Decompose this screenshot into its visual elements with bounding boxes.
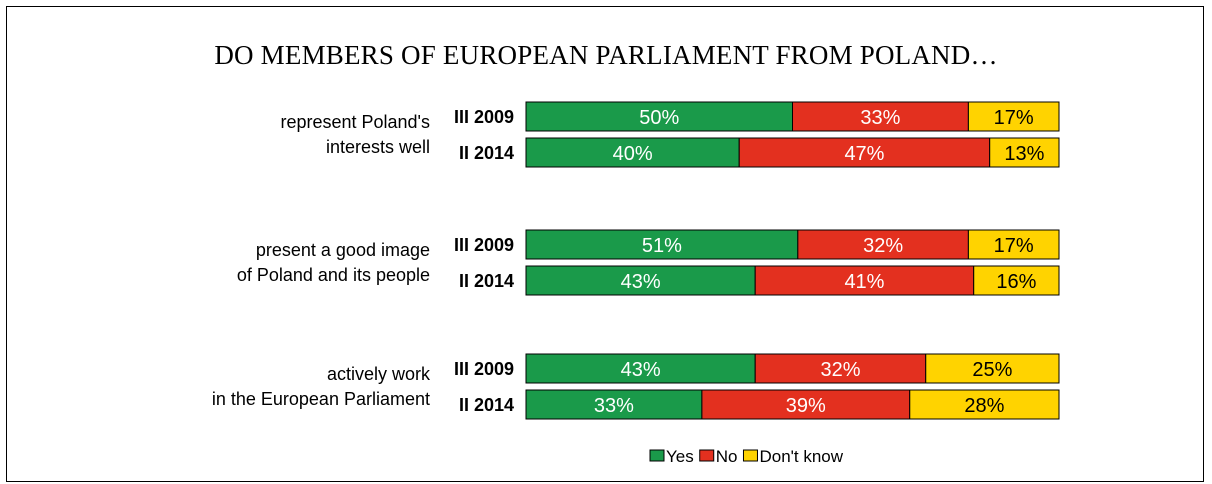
bar-segment-yes	[525, 137, 740, 168]
data-label: 28%	[964, 395, 1004, 417]
data-label: 39%	[786, 395, 826, 417]
bar-segment-don-t-know	[973, 265, 1060, 296]
bar-segment-no	[754, 353, 927, 384]
legend-label: Don't know	[759, 447, 843, 466]
bar-segment-no	[792, 101, 969, 132]
data-label: 25%	[972, 359, 1012, 381]
wave-label: II 2014	[459, 271, 514, 291]
bar-segment-don-t-know	[989, 137, 1060, 168]
bar-segment-yes	[525, 353, 756, 384]
bar-segment-yes	[525, 101, 793, 132]
bar-segment-no	[797, 229, 969, 260]
bar-segment-yes	[525, 229, 799, 260]
bar-segment-no	[701, 389, 911, 420]
data-label: 32%	[820, 359, 860, 381]
data-label: 13%	[1004, 143, 1044, 165]
data-label: 17%	[994, 107, 1034, 129]
legend-label: No	[716, 447, 738, 466]
legend-label: Yes	[666, 447, 694, 466]
category-label: represent Poland's interests well	[280, 112, 430, 157]
wave-label: III 2009	[454, 107, 514, 127]
data-label: 33%	[860, 107, 900, 129]
data-label: 43%	[621, 271, 661, 293]
data-label: 51%	[642, 235, 682, 257]
category-label: actively work in the European Parliament	[212, 364, 431, 409]
data-label: 41%	[844, 271, 884, 293]
bar-segment-yes	[525, 265, 756, 296]
data-label: 33%	[594, 395, 634, 417]
bar-segment-don-t-know	[925, 353, 1060, 384]
legend-swatch	[699, 449, 715, 462]
bar-segment-don-t-know	[909, 389, 1060, 420]
data-label: 16%	[996, 271, 1036, 293]
bar-segment-don-t-know	[967, 101, 1060, 132]
wave-label: III 2009	[454, 235, 514, 255]
data-label: 43%	[621, 359, 661, 381]
bar-segment-no	[754, 265, 975, 296]
bar-segment-don-t-know	[967, 229, 1060, 260]
legend-swatch	[649, 449, 665, 462]
category-label: present a good image of Poland and its pe…	[237, 240, 430, 285]
wave-label: II 2014	[459, 395, 514, 415]
wave-label: III 2009	[454, 359, 514, 379]
data-label: 17%	[994, 235, 1034, 257]
legend-swatch	[742, 449, 758, 462]
chart-title: DO MEMBERS OF EUROPEAN PARLIAMENT FROM P…	[214, 40, 998, 70]
data-label: 47%	[844, 143, 884, 165]
bar-segment-no	[738, 137, 991, 168]
data-label: 50%	[639, 107, 679, 129]
data-label: 40%	[613, 143, 653, 165]
wave-label: II 2014	[459, 143, 514, 163]
data-label: 32%	[863, 235, 903, 257]
bar-segment-yes	[525, 389, 703, 420]
